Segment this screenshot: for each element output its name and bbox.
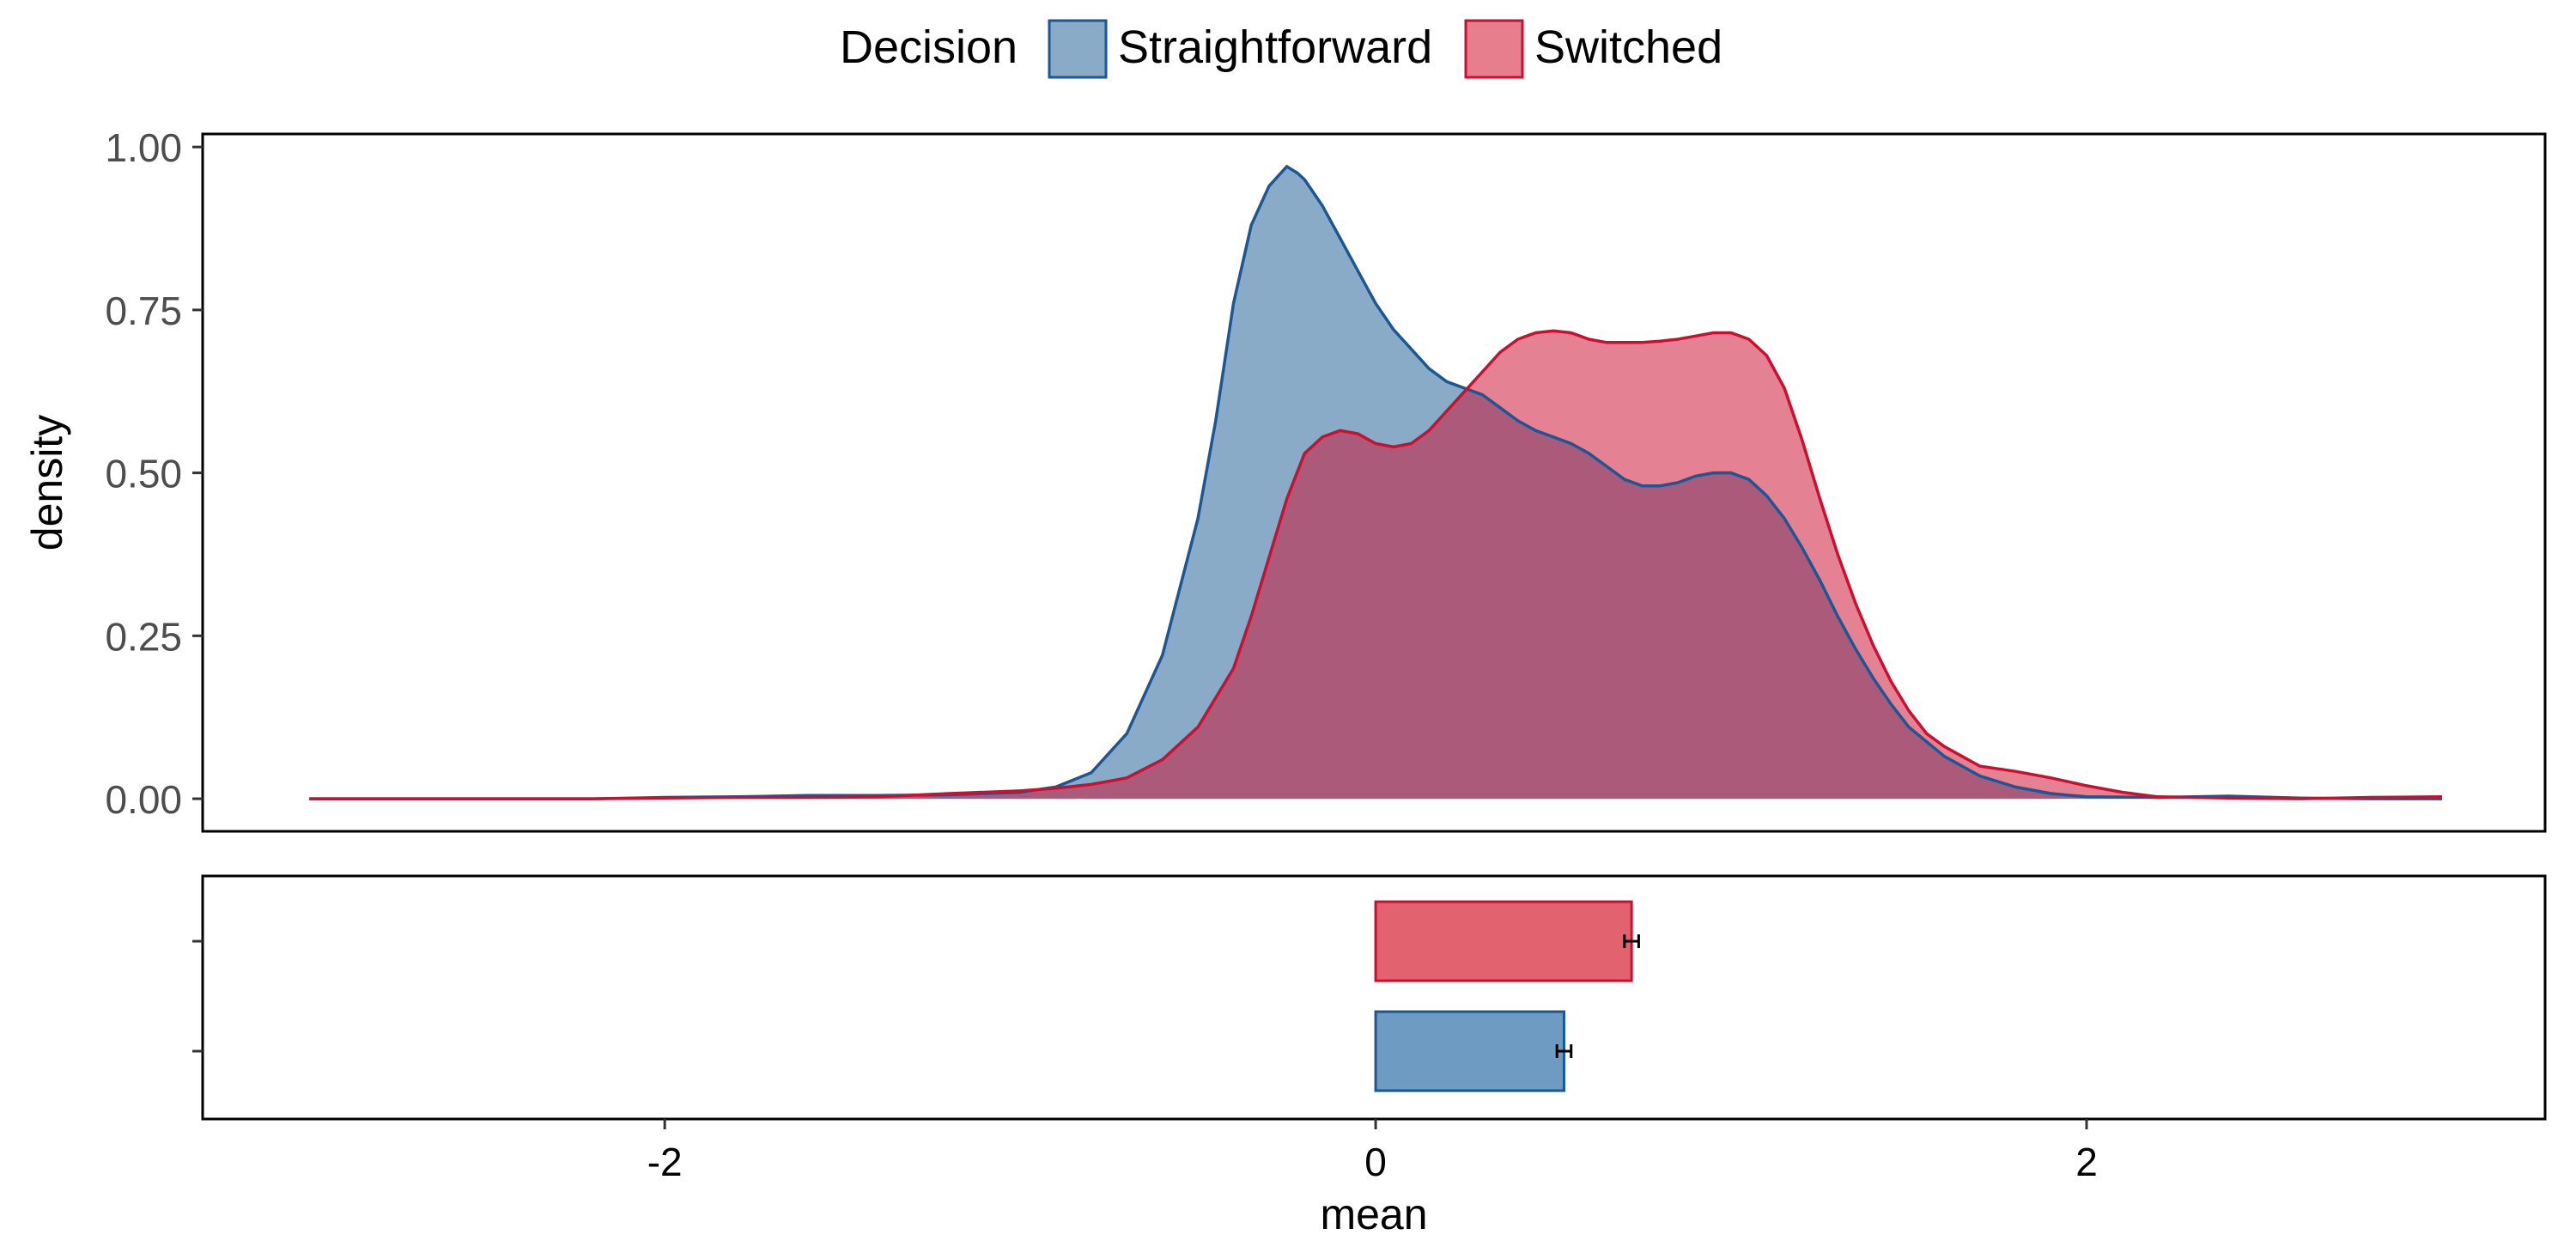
bar-marks: [1374, 900, 1640, 1092]
bar-x-tick-label: -2: [647, 1140, 683, 1184]
density-y-tick-label: 0.00: [105, 777, 182, 822]
error-bar-straightforward: [1555, 1044, 1573, 1058]
density-panel-border: [201, 132, 2547, 833]
bar-y-axis: [192, 940, 203, 1053]
density-y-tick-label: 1.00: [105, 125, 182, 170]
legend-title: Decision: [840, 21, 1018, 73]
density-y-tick-label: 0.25: [105, 614, 182, 659]
bar-x-tick-label: 0: [1364, 1140, 1387, 1184]
density-y-tick-label: 0.50: [105, 452, 182, 496]
bar-panel-border: [201, 874, 2547, 1121]
density-y-axis-title: density: [23, 415, 71, 550]
bar-straightforward: [1374, 1010, 1565, 1092]
density-line-switched: [309, 329, 2443, 800]
legend: Decision Straightforward Switched: [840, 19, 1722, 79]
density-panel: 0.00 0.25 0.50 0.75 1.00 density: [23, 125, 2547, 833]
legend-label-straightforward: Straightforward: [1118, 21, 1432, 73]
bar-x-tick-label: 2: [2075, 1140, 2098, 1184]
legend-key-switched: [1464, 19, 1524, 79]
density-line-straightforward: [309, 164, 2442, 800]
bar-panel: -2 0 2 mean: [192, 874, 2547, 1238]
bar-switched: [1374, 900, 1633, 982]
density-y-axis: 0.00 0.25 0.50 0.75 1.00: [105, 125, 203, 822]
bar-x-axis: -2 0 2: [647, 1119, 2098, 1184]
legend-key-straightforward: [1048, 19, 1108, 79]
density-y-tick-label: 0.75: [105, 289, 182, 333]
error-bar-switched: [1623, 934, 1640, 948]
density-area-switched: [309, 331, 2443, 800]
bar-x-axis-title: mean: [1320, 1190, 1427, 1238]
legend-label-switched: Switched: [1534, 21, 1722, 73]
